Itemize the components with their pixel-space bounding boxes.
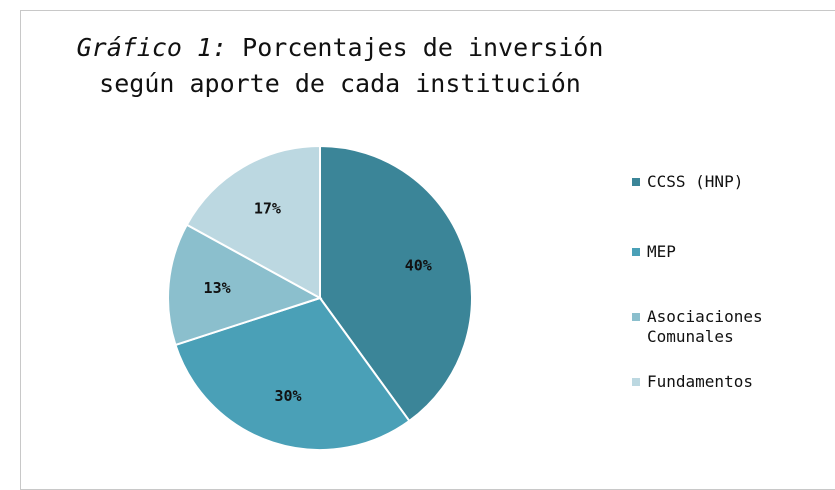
legend-item: Fundamentos — [632, 372, 833, 392]
pie-slice — [319, 144, 473, 423]
title-text: Porcentajes de inversión según aporte de… — [99, 33, 604, 98]
data-label: 40% — [405, 257, 432, 275]
chart-title: Gráfico 1: Porcentajes de inversión segú… — [60, 30, 620, 102]
pie-slice — [174, 296, 411, 451]
pie-slice — [166, 223, 323, 347]
legend-item: MEP — [632, 242, 833, 262]
legend-label: Asociaciones Comunales — [647, 307, 763, 346]
legend-swatch — [632, 178, 640, 186]
legend-item: CCSS (HNP) — [632, 172, 833, 192]
data-label: 13% — [204, 279, 231, 297]
data-label: 30% — [275, 387, 302, 405]
legend-label: CCSS (HNP) — [647, 172, 744, 191]
pie-slice — [185, 144, 321, 300]
legend-swatch — [632, 378, 640, 386]
legend-swatch — [632, 313, 640, 321]
legend-item: Asociaciones Comunales — [632, 307, 833, 347]
legend-label: Fundamentos — [647, 372, 753, 391]
legend-label: MEP — [647, 242, 676, 261]
data-label: 17% — [254, 200, 281, 218]
title-label: Gráfico 1: — [76, 33, 228, 62]
legend-swatch — [632, 248, 640, 256]
